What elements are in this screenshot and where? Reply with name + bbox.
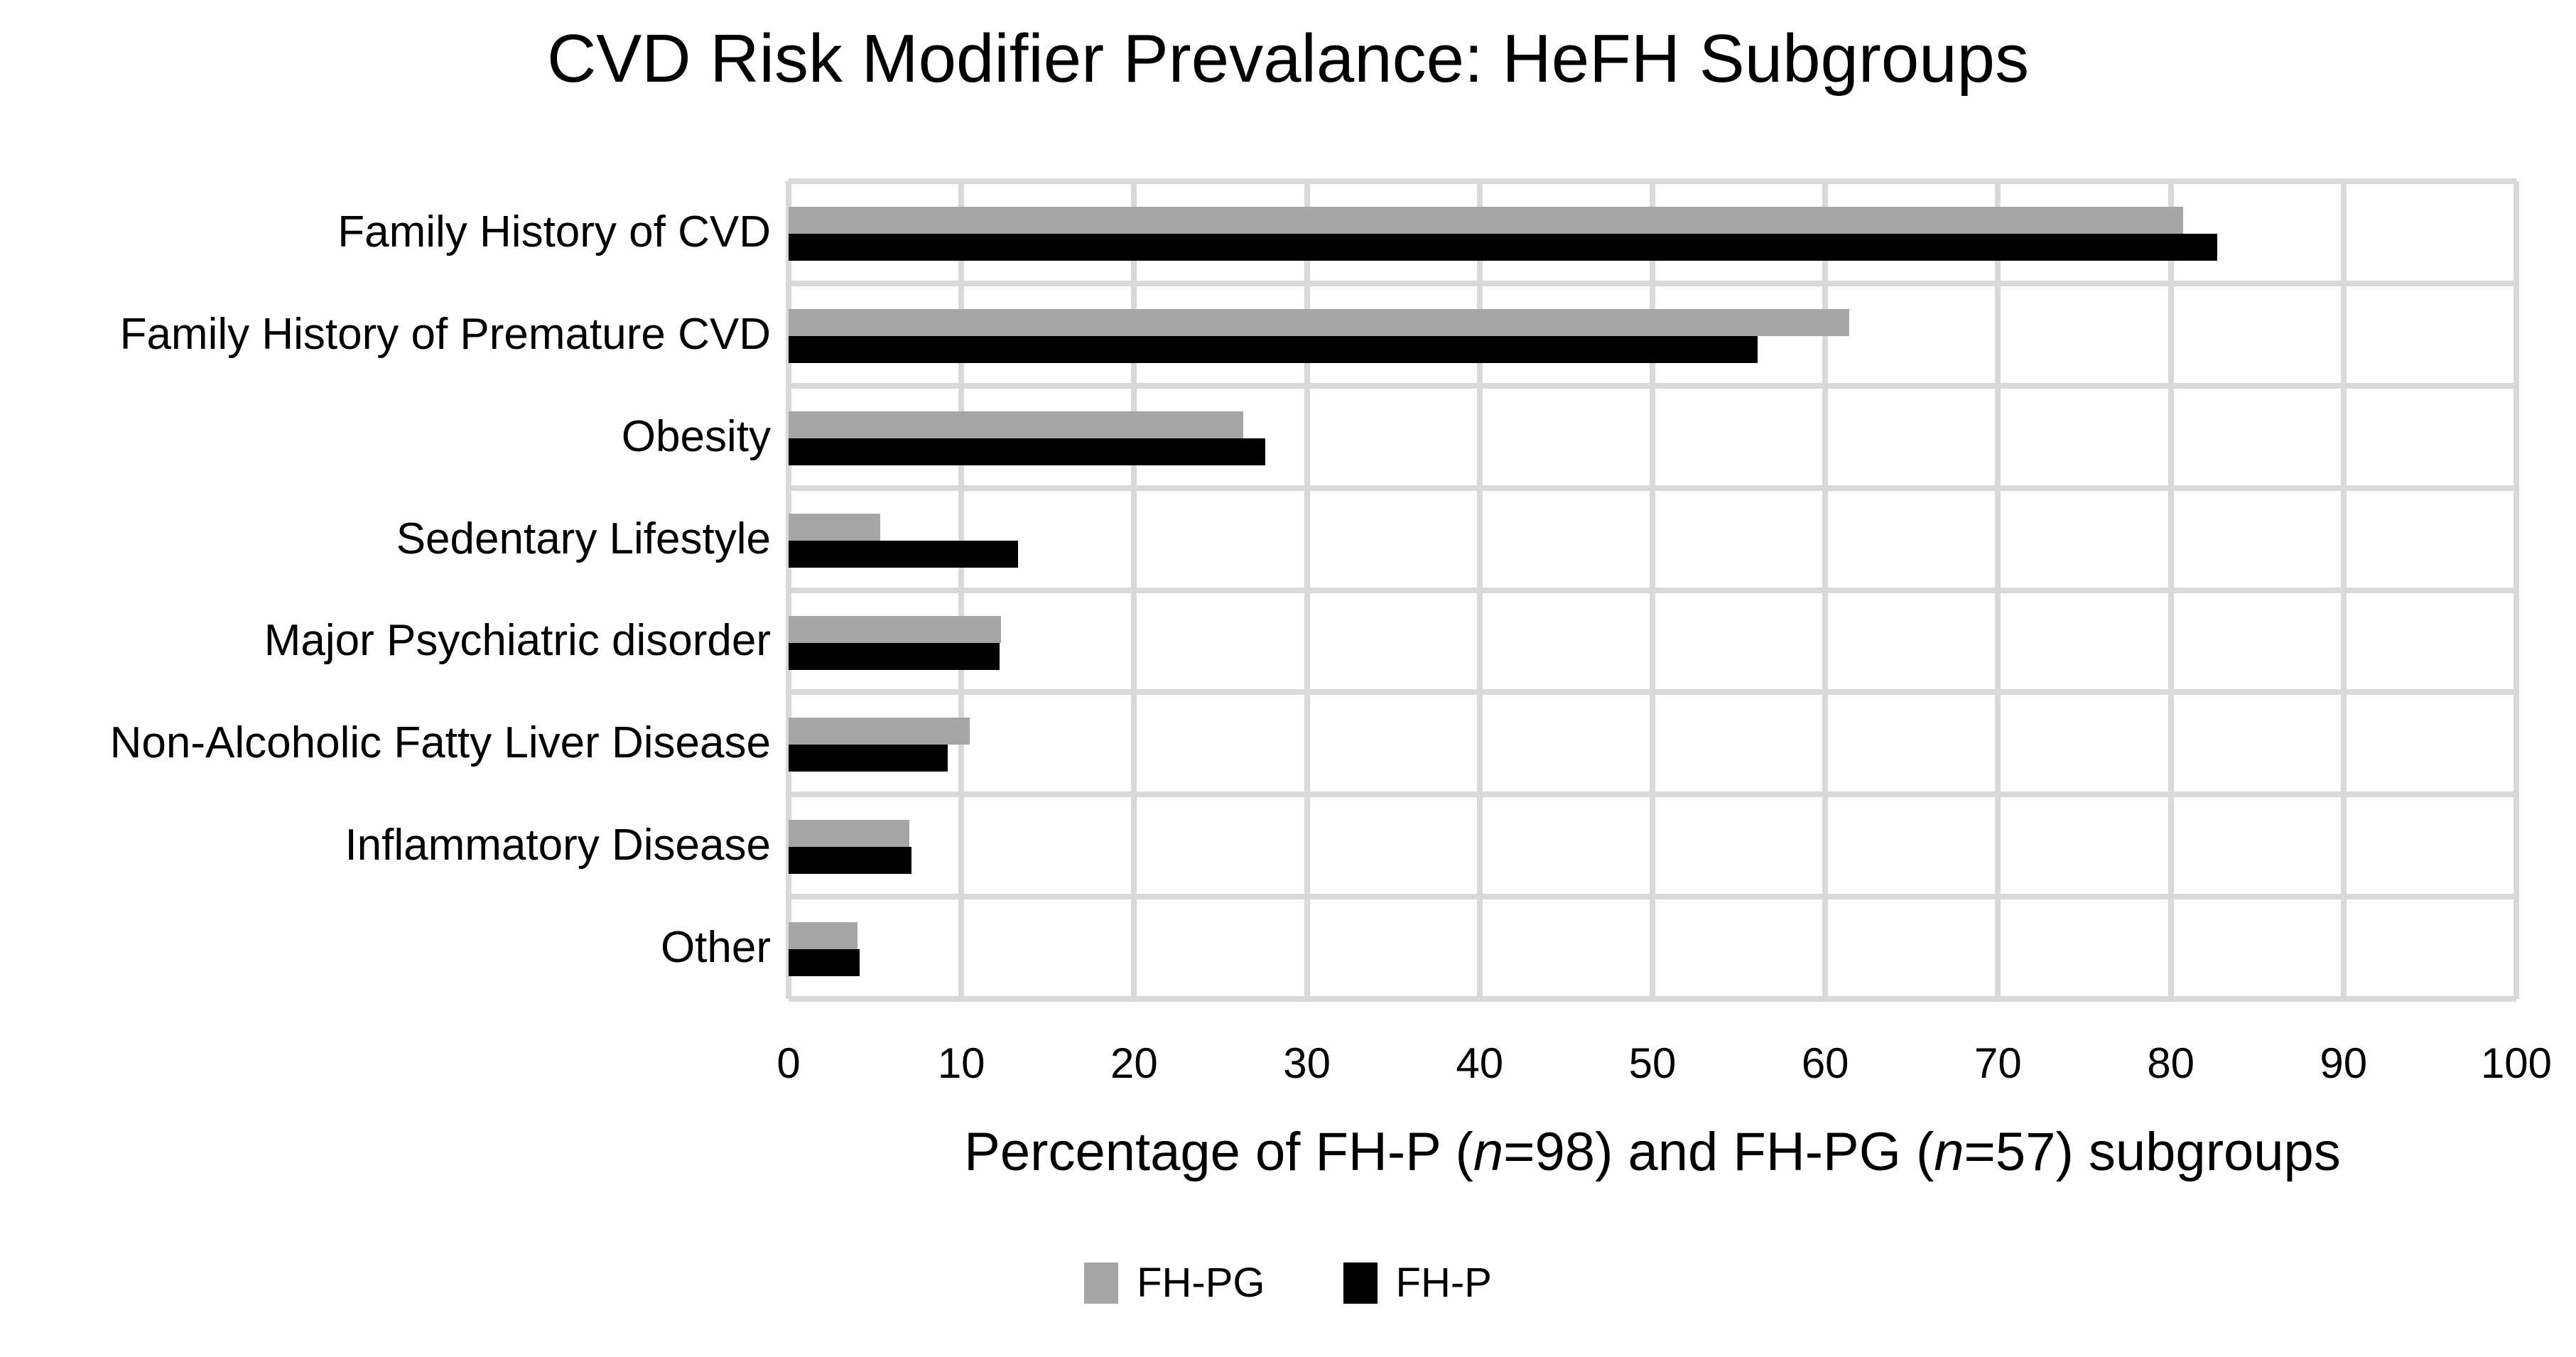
bar-fh-pg [789, 820, 910, 848]
bar-fh-p [789, 438, 1266, 465]
x-axis-label: Percentage of FH-P (n=98) and FH-PG (n=5… [789, 1121, 2516, 1183]
x-axis-label-italic-part: n [1473, 1122, 1504, 1182]
plot-area [786, 178, 2519, 1002]
x-tick-label: 10 [937, 1039, 985, 1087]
bar-fh-p [789, 949, 860, 977]
category-label: Inflammatory Disease [345, 821, 771, 870]
x-tick-label: 0 [776, 1039, 801, 1087]
bar-fh-pg [789, 615, 1002, 643]
vertical-gridline [1131, 181, 1137, 999]
x-tick-label: 30 [1283, 1039, 1331, 1087]
category-label: Family History of CVD [337, 207, 771, 256]
vertical-gridline [958, 181, 965, 999]
bar-fh-pg [789, 718, 970, 745]
x-tick-label: 80 [2147, 1039, 2195, 1087]
bar-fh-pg [789, 922, 858, 950]
vertical-gridline [1995, 181, 2001, 999]
vertical-gridline [1822, 181, 1829, 999]
vertical-gridline [2168, 181, 2174, 999]
x-tick-label: 50 [1628, 1039, 1677, 1087]
x-tick-label: 60 [1801, 1039, 1849, 1087]
bar-fh-pg [789, 308, 1850, 336]
category-label: Family History of Premature CVD [119, 309, 771, 359]
legend: FH-PG FH-P [0, 1259, 2576, 1307]
category-label: Sedentary Lifestyle [396, 514, 771, 563]
horizontal-gridline [789, 996, 2516, 1002]
x-axis-label-part: =98) and FH-PG ( [1503, 1122, 1934, 1182]
x-axis-label-part: Percentage of FH-P ( [964, 1122, 1473, 1182]
x-axis-label-italic-part: n [1934, 1122, 1964, 1182]
bar-fh-p [789, 847, 911, 875]
legend-swatch-icon [1084, 1262, 1119, 1304]
category-label: Other [660, 923, 771, 973]
bar-fh-pg [789, 513, 880, 541]
legend-label: FH-P [1395, 1260, 1492, 1306]
legend-item-fh-pg: FH-PG [1084, 1259, 1265, 1307]
chart-title: CVD Risk Modifier Prevalance: HeFH Subgr… [546, 21, 2030, 97]
vertical-gridline [1304, 181, 1310, 999]
x-tick-label: 100 [2480, 1039, 2553, 1087]
category-label: Non-Alcoholic Fatty Liver Disease [109, 718, 771, 768]
vertical-gridline [786, 181, 791, 999]
bar-fh-pg [789, 207, 2183, 234]
category-label: Obesity [621, 411, 771, 461]
legend-swatch-icon [1343, 1262, 1378, 1304]
category-label: Major Psychiatric disorder [264, 616, 771, 666]
legend-item-fh-p: FH-P [1343, 1259, 1492, 1307]
x-tick-label: 40 [1456, 1039, 1504, 1087]
bar-fh-p [789, 540, 1019, 568]
bar-fh-pg [789, 411, 1243, 438]
x-tick-label: 90 [2320, 1039, 2368, 1087]
x-tick-label: 20 [1110, 1039, 1158, 1087]
vertical-gridline [2340, 181, 2347, 999]
vertical-gridline [1650, 181, 1655, 999]
bar-fh-p [789, 335, 1758, 363]
x-axis-label-part: =57) subgroups [1964, 1122, 2341, 1182]
x-tick-label: 70 [1974, 1039, 2022, 1087]
bar-fh-p [789, 745, 948, 772]
bar-fh-p [789, 642, 1000, 670]
vertical-gridline [1476, 181, 1483, 999]
bar-fh-p [789, 234, 2218, 261]
legend-label: FH-PG [1137, 1260, 1265, 1306]
vertical-gridline [2513, 181, 2519, 999]
